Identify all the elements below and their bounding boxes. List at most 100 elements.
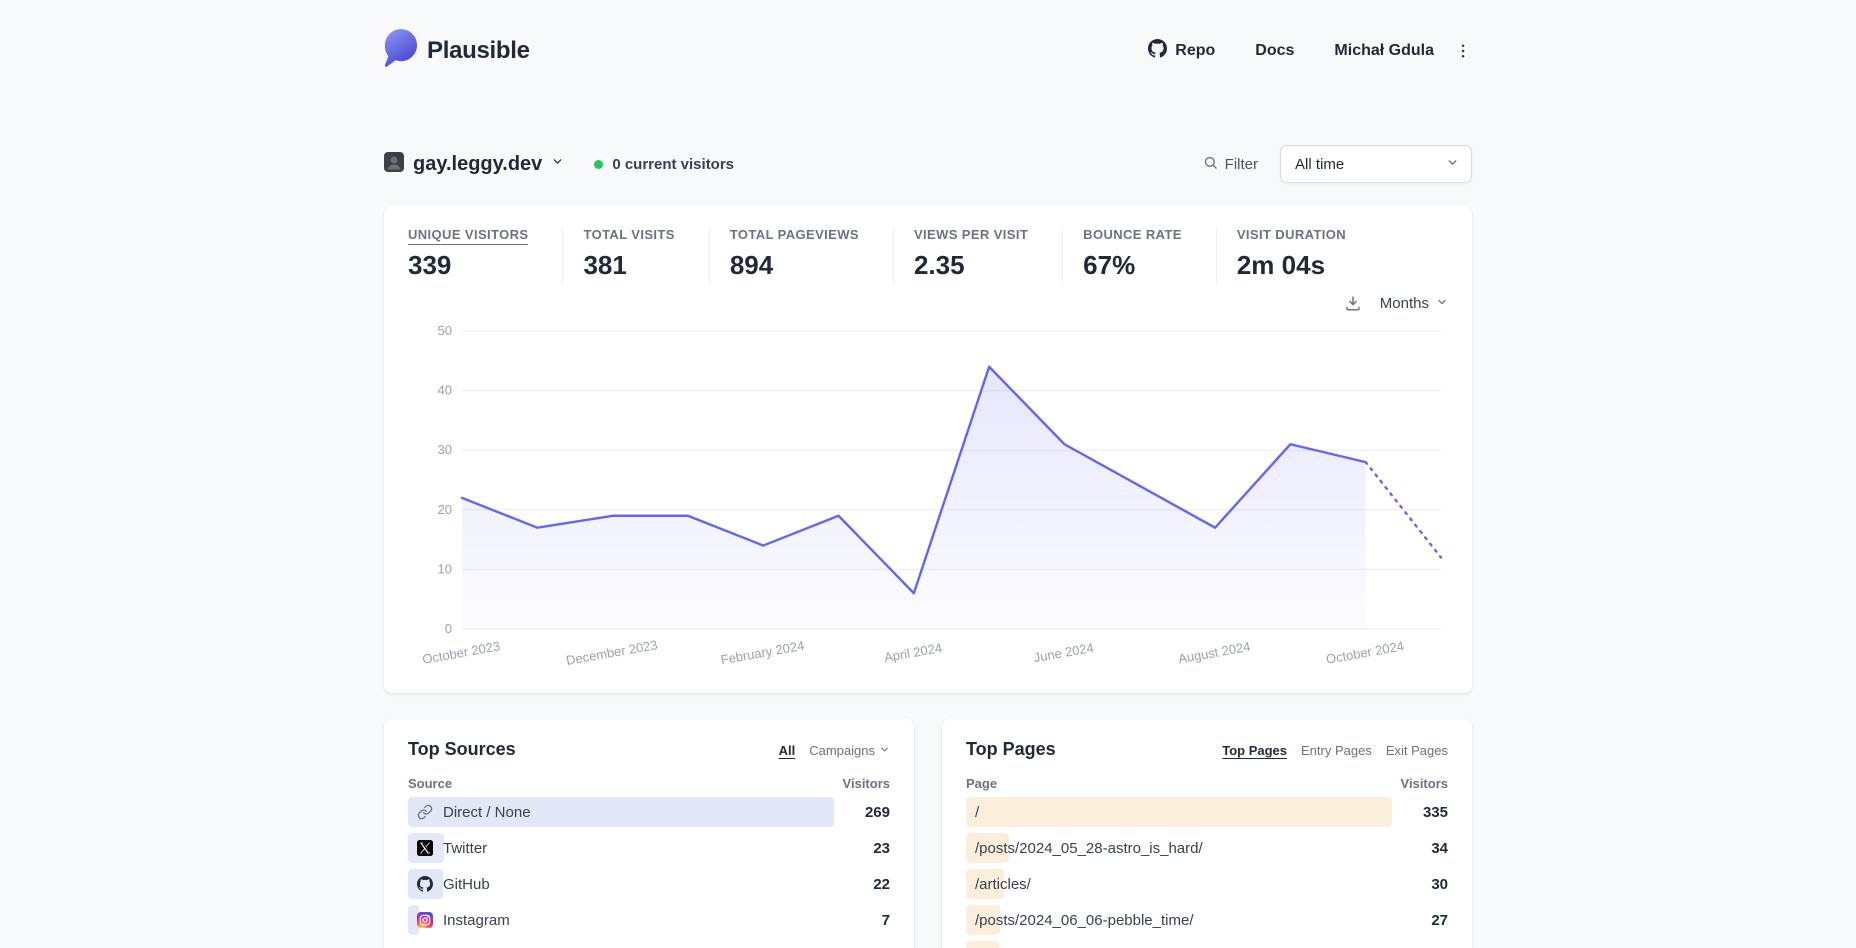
metric-visit-duration[interactable]: VISIT DURATION 2m 04s — [1215, 227, 1380, 285]
metric-views-per-visit[interactable]: VIEWS PER VISIT 2.35 — [892, 227, 1062, 285]
metric-value: 2m 04s — [1236, 250, 1326, 280]
chevron-down-icon — [1436, 295, 1448, 312]
metric-total-pageviews[interactable]: TOTAL PAGEVIEWS 894 — [708, 227, 893, 285]
metric-value: 2.35 — [913, 250, 965, 280]
top-pages-title: Top Pages — [966, 739, 1056, 759]
source-visitors: 23 — [873, 839, 890, 857]
github-icon — [417, 876, 433, 892]
tab-entry-pages[interactable]: Entry Pages — [1301, 743, 1372, 758]
filter-button[interactable]: Filter — [1203, 155, 1258, 174]
page-row[interactable]: /posts/2024_06_06-pebble_time/ 27 — [966, 905, 1448, 935]
metric-label: TOTAL PAGEVIEWS — [729, 227, 859, 242]
nav-user-menu[interactable]: Michał Gdula — [1334, 42, 1434, 60]
page-visitors: 27 — [1431, 911, 1448, 929]
metric-value: 381 — [583, 250, 627, 280]
row-bar — [966, 941, 1000, 948]
tab-sources-all[interactable]: All — [778, 743, 796, 758]
search-icon — [1203, 155, 1218, 174]
svg-text:December 2023: December 2023 — [565, 637, 659, 668]
svg-text:0: 0 — [445, 621, 452, 636]
pages-rows: / 335 /posts/2024_05_28-astro_is_hard/ 3… — [966, 797, 1448, 948]
chevron-down-icon — [1446, 156, 1459, 173]
visitors-panel: UNIQUE VISITORS 339 TOTAL VISITS 381 TOT… — [384, 205, 1472, 693]
page-visitors: 34 — [1431, 839, 1448, 857]
row-bar — [966, 905, 1001, 935]
current-visitors[interactable]: 0 current visitors — [594, 156, 734, 173]
site-switcher[interactable]: gay.leggy.dev — [384, 151, 564, 177]
current-visitors-label: 0 current visitors — [612, 155, 735, 173]
metrics-row: UNIQUE VISITORS 339 TOTAL VISITS 381 TOT… — [408, 227, 1448, 285]
metric-value: 67% — [1083, 250, 1136, 280]
metric-value: 339 — [408, 250, 452, 280]
page-row[interactable]: / 335 — [966, 797, 1448, 827]
interval-select[interactable]: Months — [1380, 295, 1448, 312]
svg-text:August 2024: August 2024 — [1177, 639, 1252, 666]
page-visitors: 30 — [1431, 875, 1448, 893]
source-row[interactable]: Instagram 7 — [408, 905, 890, 935]
page-label: /articles/ — [975, 875, 1031, 893]
site-favicon — [384, 151, 404, 177]
top-sources-card: Top Sources All Campaigns Source Visitor… — [384, 719, 914, 948]
site-domain: gay.leggy.dev — [413, 152, 543, 175]
sources-rows: Direct / None 269 Twitter 23 — [408, 797, 890, 935]
svg-text:30: 30 — [438, 442, 452, 457]
source-row[interactable]: Direct / None 269 — [408, 797, 890, 827]
tab-sources-campaigns[interactable]: Campaigns — [809, 743, 890, 758]
chevron-down-icon — [551, 155, 564, 173]
page-row[interactable]: /articles/ 30 — [966, 869, 1448, 899]
instagram-icon — [417, 912, 433, 928]
column-visitors: Visitors — [1400, 776, 1448, 791]
svg-text:40: 40 — [438, 383, 452, 398]
source-row[interactable]: GitHub 22 — [408, 869, 890, 899]
download-icon[interactable] — [1344, 294, 1362, 312]
source-row[interactable]: Twitter 23 — [408, 833, 890, 863]
nav-user-name: Michał Gdula — [1334, 41, 1434, 59]
page-row[interactable]: /refsheet/ 26 — [966, 941, 1448, 948]
metric-label: TOTAL VISITS — [583, 227, 675, 242]
link-icon — [417, 804, 433, 820]
nav-docs-link[interactable]: Docs — [1255, 42, 1294, 60]
site-header-row: gay.leggy.dev 0 current visitors Filter … — [384, 145, 1472, 183]
svg-text:April 2024: April 2024 — [883, 640, 943, 665]
svg-text:50: 50 — [438, 323, 452, 338]
brand-name: Plausible — [427, 36, 530, 64]
chevron-down-icon — [879, 743, 890, 758]
source-label: Twitter — [443, 839, 488, 857]
tab-exit-pages[interactable]: Exit Pages — [1385, 743, 1448, 758]
plausible-logo-icon — [384, 28, 418, 73]
metric-label: UNIQUE VISITORS — [408, 227, 529, 245]
x-icon — [417, 840, 433, 856]
page-label: /posts/2024_06_06-pebble_time/ — [975, 911, 1194, 929]
svg-text:10: 10 — [438, 561, 452, 576]
metric-label: VISIT DURATION — [1236, 227, 1347, 242]
metric-unique-visitors[interactable]: UNIQUE VISITORS 339 — [408, 227, 562, 285]
top-sources-title: Top Sources — [408, 739, 516, 759]
metric-bounce-rate[interactable]: BOUNCE RATE 67% — [1062, 227, 1216, 285]
filter-label: Filter — [1224, 155, 1258, 173]
visitors-chart: 0 10 20 30 40 50 October 2023 December 2023 Febr… — [421, 323, 1443, 668]
plausible-brand[interactable]: Plausible — [384, 28, 530, 73]
column-source: Source — [408, 776, 453, 791]
svg-text:February 2024: February 2024 — [720, 638, 806, 667]
top-nav: Plausible Repo Docs Michał Gdula — [0, 0, 1856, 73]
metric-label: VIEWS PER VISIT — [913, 227, 1029, 242]
source-visitors: 269 — [864, 803, 890, 821]
date-range-select[interactable]: All time — [1280, 145, 1472, 183]
live-dot-icon — [594, 159, 604, 169]
svg-text:October 2024: October 2024 — [1325, 638, 1405, 666]
tab-top-pages[interactable]: Top Pages — [1222, 743, 1288, 758]
row-bar — [966, 869, 1005, 899]
source-visitors: 7 — [881, 911, 890, 929]
page-visitors: 335 — [1422, 803, 1448, 821]
svg-text:October 2023: October 2023 — [421, 638, 501, 666]
metric-total-visits[interactable]: TOTAL VISITS 381 — [562, 227, 708, 285]
nav-repo-label: Repo — [1175, 41, 1216, 59]
row-bar — [408, 869, 443, 899]
kebab-menu-icon[interactable] — [1454, 42, 1472, 60]
source-visitors: 22 — [873, 875, 890, 893]
nav-repo-link[interactable]: Repo — [1148, 38, 1216, 63]
row-bar — [408, 905, 420, 935]
date-range-value: All time — [1295, 155, 1345, 173]
page-row[interactable]: /posts/2024_05_28-astro_is_hard/ 34 — [966, 833, 1448, 863]
svg-text:June 2024: June 2024 — [1032, 640, 1094, 665]
